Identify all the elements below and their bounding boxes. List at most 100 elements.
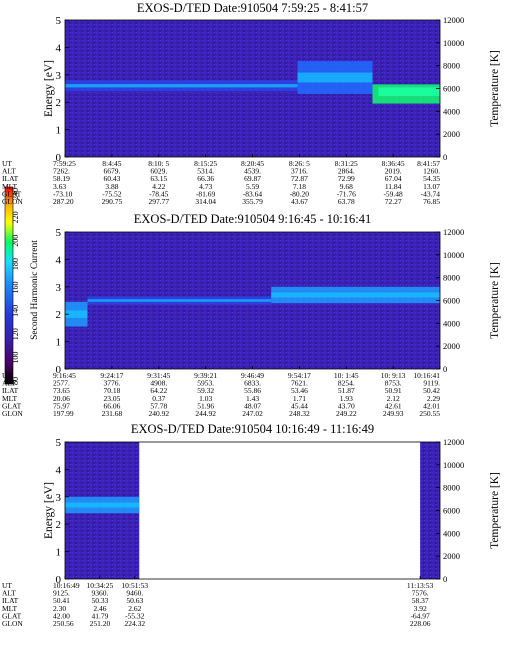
ephemeris-value: 63.78: [338, 197, 355, 206]
ephemeris-value: 72.27: [385, 197, 402, 206]
ephemeris-row-label: GLON: [2, 409, 23, 418]
ephemeris-value: 9:31:45: [147, 371, 170, 380]
ephemeris-value: 3776.: [103, 379, 120, 388]
ephemeris-value: -80.20: [290, 189, 310, 198]
ephemeris-value: 9:39:21: [194, 371, 217, 380]
ephemeris-value: 10:51:53: [121, 581, 148, 590]
ephemeris-value: 231.68: [102, 409, 123, 418]
ephemeris-value: 4539.: [244, 167, 261, 176]
ephemeris-value: 72.87: [291, 174, 308, 183]
panel-3: EXOS-D/TED Date:910504 10:16:49 - 11:16:…: [2, 422, 501, 628]
ephemeris-value: 8:31:25: [335, 159, 358, 168]
ephemeris-value: 10:16:41: [413, 371, 440, 380]
ephemeris-row-label: GLON: [2, 197, 23, 206]
y-tick-label: 2: [56, 519, 62, 531]
colorbar-tick-label: 240: [11, 188, 20, 200]
ephemeris-row-label: MLT: [2, 394, 18, 403]
ephemeris-value: 42.00: [53, 611, 70, 620]
ephemeris-value: 8:20:45: [241, 159, 264, 168]
colorbar-tick-label: 180: [11, 258, 20, 270]
energy-band-core: [297, 72, 373, 83]
ephemeris-value: 10:34:25: [87, 581, 114, 590]
ephemeris-value: 5.59: [246, 182, 259, 191]
ephemeris-value: -78.45: [149, 189, 169, 198]
y-tick-label: 0: [56, 574, 62, 586]
ephemeris-value: 2.29: [427, 394, 440, 403]
y2-tick-label: 6000: [443, 84, 460, 94]
ephemeris-value: 6029.: [150, 167, 167, 176]
ephemeris-row-label: ILAT: [2, 386, 19, 395]
ephemeris-value: -43.74: [421, 189, 441, 198]
energy-band-core: [65, 310, 88, 318]
ephemeris-value: 11.84: [385, 182, 402, 191]
colorbar-tick-label: 80: [11, 377, 20, 385]
ephemeris-value: 248.32: [289, 409, 310, 418]
y-tick-label: 4: [56, 254, 62, 266]
ephemeris-value: 50.33: [91, 596, 108, 605]
ephemeris-value: 10: 1:45: [334, 371, 359, 380]
ephemeris-value: 69.87: [244, 174, 261, 183]
y2-tick-label: 12000: [443, 15, 464, 25]
ephemeris-value: 7576.: [412, 589, 429, 598]
y2-tick-label: 0: [443, 152, 447, 162]
ephemeris-value: -75.52: [102, 189, 122, 198]
y-tick-label: 2: [56, 309, 62, 321]
ephemeris-value: 42.01: [423, 401, 440, 410]
ephemeris-value: 51.96: [197, 401, 214, 410]
ephemeris-value: 7621.: [291, 379, 308, 388]
y2-axis-label: Temperature [K]: [489, 50, 501, 127]
ephemeris-row-label: GLON: [2, 619, 23, 628]
ephemeris-value: 240.92: [148, 409, 169, 418]
colorbar-scale: [4, 186, 14, 385]
y2-tick-label: 12000: [443, 227, 464, 237]
ephemeris-row-label: ILAT: [2, 174, 19, 183]
ephemeris-value: 290.75: [102, 197, 123, 206]
colorbar-tick-label: 140: [11, 305, 20, 317]
ephemeris-value: 9119.: [423, 379, 440, 388]
ephemeris-value: 76.85: [423, 197, 440, 206]
ephemeris-value: 249.93: [383, 409, 404, 418]
ephemeris-value: 43.70: [338, 401, 355, 410]
ephemeris-value: 3716.: [291, 167, 308, 176]
panel-title: EXOS-D/TED Date:910504 7:59:25 - 8:41:57: [137, 1, 368, 15]
ephemeris-value: 50.42: [423, 386, 440, 395]
ephemeris-value: 3.92: [414, 604, 427, 613]
ephemeris-value: -73.10: [53, 189, 73, 198]
ephemeris-value: 3.63: [53, 182, 66, 191]
ephemeris-value: 64.22: [150, 386, 167, 395]
ephemeris-value: 2.46: [93, 604, 106, 613]
ephemeris-value: 8:10: 5: [148, 159, 169, 168]
ephemeris-value: 5953.: [197, 379, 214, 388]
y-tick-label: 3: [56, 492, 62, 504]
ephemeris-value: 1.93: [340, 394, 353, 403]
ephemeris-value: 70.18: [103, 386, 120, 395]
ephemeris-value: 66.36: [197, 174, 214, 183]
ephemeris-value: 10: 9:13: [381, 371, 406, 380]
ephemeris-value: 314.04: [195, 197, 216, 206]
ephemeris-value: 8254.: [338, 379, 355, 388]
ephemeris-row-label: MLT: [2, 604, 18, 613]
ephemeris-value: 57.78: [150, 401, 167, 410]
ephemeris-value: 11:13:53: [407, 581, 434, 590]
ephemeris-value: 9:54:17: [288, 371, 311, 380]
ephemeris-value: 63.15: [150, 174, 167, 183]
y2-tick-label: 6000: [443, 506, 460, 516]
y2-tick-label: 2000: [443, 551, 460, 561]
ephemeris-value: 50.91: [385, 386, 402, 395]
ephemeris-value: 53.46: [291, 386, 308, 395]
colorbar-tick-label: 160: [11, 282, 20, 294]
ephemeris-value: 0.37: [152, 394, 165, 403]
ephemeris-value: 23.05: [103, 394, 120, 403]
ephemeris-value: 1260.: [423, 167, 440, 176]
ephemeris-value: 58.37: [412, 596, 429, 605]
ephemeris-value: 51.87: [338, 386, 355, 395]
ephemeris-value: 45.44: [291, 401, 308, 410]
ephemeris-value: 75.97: [53, 401, 70, 410]
ephemeris-value: 73.65: [53, 386, 70, 395]
ephemeris-value: 224.32: [124, 619, 145, 628]
ephemeris-row-label: UT: [2, 581, 12, 590]
ephemeris-value: 4.73: [199, 182, 212, 191]
ephemeris-value: 66.06: [103, 401, 120, 410]
y-tick-label: 0: [56, 152, 62, 164]
